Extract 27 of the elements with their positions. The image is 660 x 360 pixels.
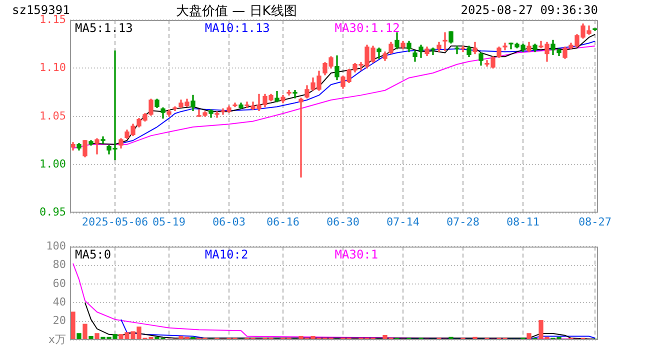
x-tick-label: 05-19 [152, 215, 186, 228]
y-tick-label: 1.00 [40, 157, 66, 170]
x-tick-label: 07-28 [446, 215, 480, 228]
y-tick-label: 0.95 [40, 206, 66, 219]
x-tick-label: 06-16 [266, 215, 300, 228]
y-tick-label: 60 [52, 276, 66, 290]
text: MA10:1.13 [204, 21, 270, 36]
text: MA10:2 [204, 248, 248, 262]
y-tick-label: 80 [52, 258, 66, 272]
y-tick-label: 1.05 [40, 109, 66, 122]
y-tick-label: x万 [48, 332, 66, 346]
x-tick-label: 08-27 [578, 215, 612, 228]
x-tick-label: 08-11 [506, 215, 540, 228]
y-tick-label: 100 [46, 239, 66, 252]
text: MA5:1.13 [75, 21, 133, 36]
y-tick-label: 40 [52, 296, 66, 308]
x-tick-label: 2025-05-06 [82, 215, 148, 228]
text: 2025-08-27 09:36:30 [460, 3, 598, 17]
x-tick-label: 06-03 [212, 215, 246, 228]
chart-title: 大盘价值 — 日K线图 [176, 3, 297, 20]
text: MA5:0 [75, 248, 112, 262]
x-tick-label: 06-30 [326, 215, 360, 228]
y-tick-label: 20 [52, 314, 66, 328]
y-tick-label: 1.10 [40, 61, 66, 74]
x-tick-label: 07-14 [386, 215, 420, 228]
text: MA30:1 [334, 248, 378, 262]
text: MA30:1.12 [334, 21, 400, 36]
